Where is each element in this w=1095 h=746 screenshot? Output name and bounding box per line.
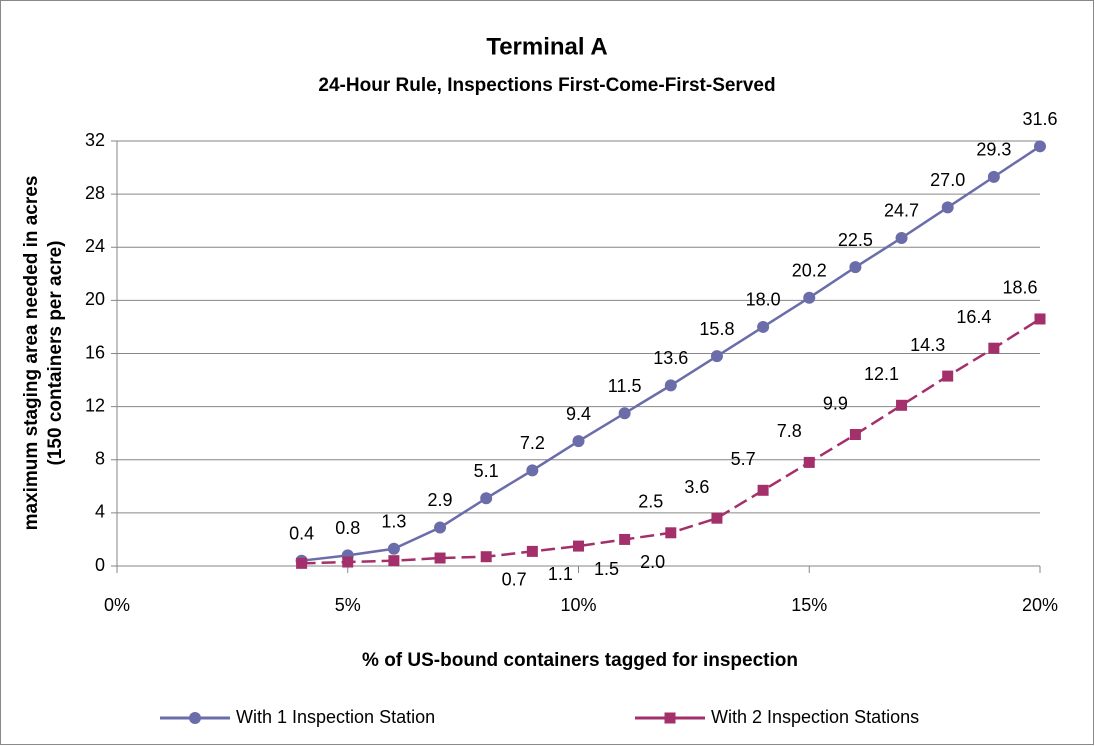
y-tick-label: 28 [85, 183, 105, 203]
data-point [896, 399, 908, 411]
data-label: 9.4 [566, 404, 591, 424]
chart-title: Terminal A [486, 33, 607, 60]
data-label: 3.6 [684, 477, 709, 497]
data-label: 20.2 [792, 260, 827, 280]
chart-subtitle: 24-Hour Rule, Inspections First-Come-Fir… [318, 75, 775, 96]
data-label: 0.4 [289, 523, 314, 543]
data-label: 0.7 [502, 569, 527, 589]
data-point [757, 484, 769, 496]
x-axis-label: % of US-bound containers tagged for insp… [362, 650, 798, 671]
x-tick-label: 0% [104, 595, 130, 615]
y-tick-label: 20 [85, 289, 105, 309]
data-label: 29.3 [976, 140, 1011, 160]
data-label: 22.5 [838, 230, 873, 250]
data-point [387, 542, 400, 555]
data-point [480, 492, 493, 505]
x-tick-label: 15% [791, 595, 827, 615]
y-axis-label: maximum staging area needed in acres [21, 176, 42, 531]
data-point [803, 291, 816, 304]
data-point [434, 521, 447, 534]
legend-marker [189, 712, 201, 724]
data-point [941, 201, 954, 214]
data-point [803, 456, 815, 468]
data-point [664, 379, 677, 392]
data-label: 18.6 [1002, 278, 1037, 298]
data-point [1034, 313, 1046, 325]
data-label: 18.0 [746, 290, 781, 310]
data-point [849, 261, 862, 274]
data-label: 2.9 [428, 490, 453, 510]
data-point [526, 464, 539, 477]
y-axis-label: (150 containers per acre) [45, 241, 66, 466]
legend-label: With 1 Inspection Station [236, 707, 435, 727]
data-label: 1.3 [381, 511, 406, 531]
data-point [434, 552, 446, 564]
data-point [573, 540, 584, 552]
data-point [710, 350, 723, 363]
data-point [480, 551, 492, 563]
y-tick-label: 8 [95, 449, 105, 469]
data-label: 15.8 [699, 319, 734, 339]
data-label: 7.2 [520, 433, 545, 453]
y-tick-label: 24 [85, 236, 105, 256]
data-label: 11.5 [608, 376, 642, 396]
y-tick-label: 12 [85, 395, 105, 415]
data-label: 7.8 [777, 421, 802, 441]
data-point [942, 370, 954, 382]
data-label: 0.8 [335, 518, 360, 538]
data-label: 2.0 [640, 552, 665, 572]
data-label: 27.0 [930, 170, 965, 190]
data-point [296, 557, 308, 569]
data-label: 9.9 [823, 393, 848, 413]
legend-label: With 2 Inspection Stations [711, 707, 919, 727]
data-point [572, 435, 585, 448]
data-label: 5.1 [474, 461, 499, 481]
data-point [618, 407, 631, 420]
x-tick-label: 20% [1022, 595, 1058, 615]
data-label: 12.1 [864, 364, 899, 384]
data-point [849, 429, 861, 441]
data-point [895, 231, 908, 244]
x-tick-label: 5% [335, 595, 361, 615]
data-label: 2.5 [638, 492, 663, 512]
data-point [388, 555, 400, 567]
data-label: 1.1 [548, 564, 573, 584]
legend-marker [664, 712, 676, 724]
data-point [665, 527, 677, 539]
data-label: 31.6 [1022, 109, 1057, 129]
x-tick-label: 10% [560, 595, 596, 615]
y-tick-label: 32 [85, 130, 105, 150]
data-label: 13.6 [653, 348, 688, 368]
y-tick-label: 0 [95, 555, 105, 575]
data-point [987, 170, 1000, 183]
y-tick-label: 16 [85, 342, 105, 362]
data-point [619, 533, 631, 545]
data-label: 1.5 [594, 559, 619, 579]
data-point [711, 512, 723, 524]
y-tick-label: 4 [95, 502, 105, 522]
data-label: 24.7 [884, 201, 919, 221]
data-point [757, 320, 770, 333]
data-point [1034, 140, 1046, 153]
data-point [988, 342, 1000, 354]
data-point [342, 556, 354, 568]
data-point [526, 545, 538, 557]
data-label: 14.3 [910, 335, 945, 355]
data-label: 16.4 [956, 307, 991, 327]
data-label: 5.7 [731, 449, 756, 469]
